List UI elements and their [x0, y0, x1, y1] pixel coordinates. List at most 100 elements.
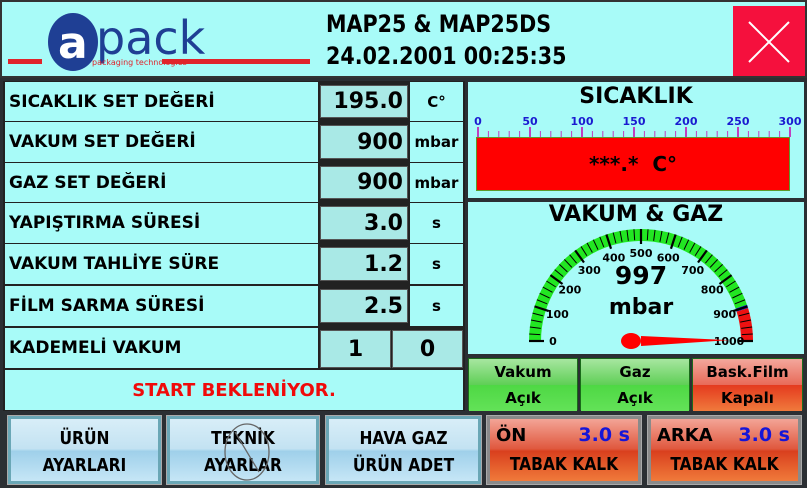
- setting-value-field[interactable]: 2.5: [320, 289, 408, 323]
- hava-gaz-urun-adet-button[interactable]: HAVA GAZ ÜRÜN ADET: [325, 415, 482, 485]
- gauge-tick: [605, 234, 613, 250]
- svg-text:packaging technologies: packaging technologies: [92, 58, 187, 67]
- gauge-tick: [729, 286, 740, 293]
- gauge-tick: [530, 319, 542, 323]
- setting-label: VAKUM SET DEĞERİ: [5, 122, 318, 162]
- setting-label: FİLM SARMA SÜRESİ: [5, 286, 318, 326]
- gauge-tick: [592, 239, 599, 250]
- urun-ayarlari-button[interactable]: ÜRÜN AYARLARI: [7, 415, 162, 485]
- gauge-tick-label: 0: [549, 335, 557, 348]
- gauge-tick: [694, 246, 702, 256]
- state-button-state: Açık: [581, 385, 689, 411]
- gauge-tick: [669, 234, 677, 250]
- temperature-bar: ***.* C°: [476, 137, 790, 191]
- setting-label: SICAKLIK SET DEĞERİ: [5, 82, 318, 121]
- vacuum-unit: mbar: [608, 295, 674, 320]
- gauge-tick: [665, 232, 670, 244]
- datetime: 24.02.2001 00:25:35: [326, 42, 567, 70]
- gauge-tick: [532, 312, 544, 317]
- vakum-state-button[interactable]: Vakum Açık: [468, 358, 578, 411]
- gauge-tick: [554, 269, 564, 278]
- close-x-icon: [748, 21, 790, 63]
- needle-shaft: [640, 336, 729, 346]
- gauge-tick: [734, 299, 746, 305]
- gauge-tick: [714, 263, 723, 273]
- gauge-tick: [709, 259, 719, 268]
- setting-unit: mbar: [410, 122, 463, 162]
- button-line1: TEKNİK: [211, 428, 275, 449]
- button-line1: ÜRÜN: [59, 428, 110, 449]
- gauge-tick: [529, 333, 541, 336]
- gauge-tick: [574, 249, 585, 264]
- scale-tick-label: 200: [675, 115, 698, 128]
- gaz-state-button[interactable]: Gaz Açık: [580, 358, 690, 411]
- scale-tick-label: 100: [571, 115, 594, 128]
- gauge-tick: [741, 333, 753, 336]
- gauge-tick: [659, 230, 663, 242]
- gauge-tick-label: 500: [630, 247, 653, 260]
- setting-value-field[interactable]: 1.2: [320, 247, 408, 281]
- vacuum-gas-panel: VAKUM & GAZ 0 100 200 300 400 500 600 700 800 900…: [468, 202, 804, 354]
- teknik-ayarlar-button[interactable]: TEKNİK AYARLAR: [166, 415, 320, 485]
- button-time: 3.0 s: [738, 424, 790, 446]
- apack-logo: a pack packaging technologies: [8, 6, 312, 72]
- gauge-tick-label: 1000: [714, 335, 745, 348]
- gauge-tick: [563, 259, 573, 268]
- setting-value-field[interactable]: 195.0: [320, 85, 408, 118]
- close-button[interactable]: [733, 6, 805, 76]
- gauge-tick: [536, 299, 548, 305]
- gauge-tick: [546, 280, 556, 288]
- gauge-tick-label: 700: [681, 264, 704, 277]
- scale-tick-label: 300: [779, 115, 802, 128]
- button-time: 3.0 s: [578, 424, 630, 446]
- gauge-red-zone: [736, 308, 753, 341]
- header: a pack packaging technologies MAP25 & MA…: [0, 0, 807, 78]
- gauge-tick: [741, 326, 753, 329]
- setting-label: GAZ SET DEĞERİ: [5, 163, 318, 202]
- setting-value-field[interactable]: 3.0: [320, 206, 408, 240]
- scale-tick-label: 250: [727, 115, 750, 128]
- temperature-title: SICAKLIK: [579, 84, 693, 109]
- gauge-tick: [738, 312, 750, 317]
- setting-value-field[interactable]: 900: [320, 125, 408, 159]
- gauge-tick: [697, 249, 708, 264]
- kademeli-value-1[interactable]: 1: [320, 330, 391, 368]
- gauge-tick: [740, 319, 752, 323]
- gauge-tick-label: 300: [578, 264, 601, 277]
- svg-text:a: a: [58, 18, 88, 69]
- needle-hub: [621, 333, 641, 349]
- setting-label: VAKUM TAHLİYE SÜRE: [5, 244, 318, 284]
- button-line2: AYARLAR: [204, 455, 282, 476]
- state-button-state: Kapalı: [693, 385, 802, 411]
- temperature-panel: SICAKLIK 0 50 100 150 200 250 300 ***.* C°: [468, 82, 804, 198]
- gauge-tick: [633, 229, 636, 241]
- setting-unit: s: [410, 286, 463, 326]
- button-line2: AYARLARI: [42, 455, 127, 476]
- setting-value-field[interactable]: 900: [320, 166, 408, 199]
- scale-tick-label: 50: [522, 115, 538, 128]
- gauge-tick: [683, 239, 690, 250]
- gauge-tick: [542, 286, 553, 293]
- gauge-tick: [599, 236, 605, 248]
- gauge-tick: [626, 229, 629, 241]
- button-title: ÖN: [496, 425, 527, 446]
- setting-unit: s: [410, 203, 463, 243]
- button-subtitle: TABAK KALK: [670, 454, 779, 475]
- on-tabak-kalk-button[interactable]: ÖN 3.0 s TABAK KALK: [486, 415, 642, 485]
- gauge-tick-label: 100: [546, 308, 569, 321]
- setting-label: YAPIŞTIRMA SÜRESİ: [5, 203, 318, 243]
- gauge-tick: [559, 263, 568, 273]
- arka-tabak-kalk-button[interactable]: ARKA 3.0 s TABAK KALK: [647, 415, 802, 485]
- scale-tick-label: 0: [474, 115, 482, 128]
- kademeli-value-2[interactable]: 0: [392, 330, 463, 368]
- setting-unit: s: [410, 244, 463, 284]
- setting-unit: mbar: [410, 163, 463, 202]
- gauge-tick: [677, 236, 683, 248]
- button-subtitle: TABAK KALK: [509, 454, 619, 475]
- no-entry-icon: [224, 423, 270, 481]
- bask-film-state-button[interactable]: Bask.Film Kapalı: [692, 358, 803, 411]
- gauge-tick: [718, 269, 728, 278]
- gauge-tick: [539, 292, 550, 299]
- gauge-tick: [586, 242, 593, 253]
